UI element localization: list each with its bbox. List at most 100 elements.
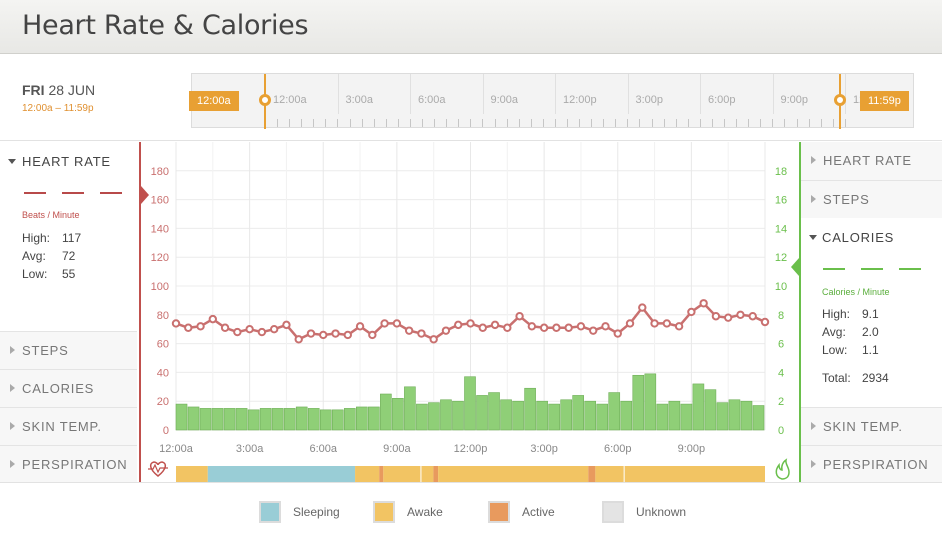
calories-bar[interactable] <box>464 376 476 431</box>
calories-bar[interactable] <box>728 399 741 431</box>
calories-bar[interactable] <box>500 399 512 431</box>
heart-rate-point[interactable] <box>760 317 770 327</box>
heart-rate-point[interactable] <box>625 319 635 328</box>
calories-bar[interactable] <box>259 408 272 431</box>
right-nav-skin-temp[interactable]: SKIN TEMP. <box>801 407 942 445</box>
calories-bar[interactable] <box>356 406 368 431</box>
left-nav-perspiration[interactable]: PERSPIRATION <box>0 445 137 483</box>
calories-bar[interactable] <box>656 403 669 431</box>
calories-bar[interactable] <box>271 408 284 431</box>
calories-bar[interactable] <box>740 400 753 431</box>
calories-bar[interactable] <box>331 409 344 431</box>
calories-bar[interactable] <box>223 408 236 431</box>
heart-rate-point[interactable] <box>564 323 573 332</box>
heart-rate-point[interactable] <box>552 323 561 332</box>
heart-rate-point[interactable] <box>711 312 721 321</box>
calories-bar[interactable] <box>752 405 765 431</box>
heart-rate-point[interactable] <box>233 327 242 337</box>
calories-bar[interactable] <box>524 387 536 431</box>
calories-bar[interactable] <box>428 402 440 431</box>
calories-bar[interactable] <box>488 392 500 431</box>
heart-rate-point[interactable] <box>454 320 463 330</box>
heart-rate-point[interactable] <box>417 329 426 338</box>
heart-rate-point[interactable] <box>527 322 537 331</box>
calories-bar[interactable] <box>668 400 681 431</box>
heart-rate-point[interactable] <box>343 330 352 340</box>
heart-rate-point[interactable] <box>380 319 389 328</box>
heart-rate-point[interactable] <box>478 323 487 332</box>
range-start-flag[interactable]: 12:00a <box>189 91 239 111</box>
heart-rate-point[interactable] <box>171 319 181 328</box>
heart-rate-point[interactable] <box>748 312 757 321</box>
heart-rate-point[interactable] <box>441 326 451 335</box>
calories-bar[interactable] <box>608 392 621 431</box>
heart-rate-point[interactable] <box>269 325 279 334</box>
heart-rate-point[interactable] <box>589 326 598 335</box>
heart-rate-point[interactable] <box>662 319 672 328</box>
right-nav-heart-rate[interactable]: HEART RATE <box>801 142 942 180</box>
calories-bar[interactable] <box>283 408 296 431</box>
calories-bar[interactable] <box>247 409 260 431</box>
left-active-title[interactable]: HEART RATE <box>22 154 111 169</box>
calories-bar[interactable] <box>368 406 380 431</box>
calories-bar[interactable] <box>307 408 320 431</box>
calories-bar[interactable] <box>632 374 645 431</box>
heart-rate-point[interactable] <box>429 335 438 344</box>
calories-bar[interactable] <box>572 395 584 431</box>
heart-rate-point[interactable] <box>638 303 647 312</box>
calories-bar[interactable] <box>295 406 308 431</box>
left-nav-steps[interactable]: STEPS <box>0 331 137 369</box>
heart-rate-point[interactable] <box>257 327 267 337</box>
heart-rate-point[interactable] <box>331 329 340 338</box>
range-start-handle-knob[interactable] <box>259 94 271 106</box>
heart-rate-point[interactable] <box>368 330 377 340</box>
heart-rate-point[interactable] <box>539 323 549 332</box>
heart-rate-point[interactable] <box>650 319 659 328</box>
calories-bar[interactable] <box>596 403 609 431</box>
calories-bar[interactable] <box>644 373 657 431</box>
heart-rate-point[interactable] <box>515 312 524 321</box>
heart-rate-point[interactable] <box>245 325 254 334</box>
calories-bar[interactable] <box>692 383 705 431</box>
calories-bar[interactable] <box>704 389 717 431</box>
calories-bar[interactable] <box>380 393 392 431</box>
heart-rate-point[interactable] <box>220 323 230 332</box>
calories-bar[interactable] <box>392 398 404 431</box>
heart-rate-point[interactable] <box>282 320 291 330</box>
heart-rate-point[interactable] <box>306 329 316 338</box>
calories-bar[interactable] <box>476 395 488 431</box>
calories-bar[interactable] <box>187 406 200 431</box>
heart-rate-point[interactable] <box>319 330 328 340</box>
range-end-flag[interactable]: 11:59p <box>860 91 909 111</box>
calories-bar[interactable] <box>716 402 729 431</box>
calories-bar[interactable] <box>548 403 560 431</box>
calories-bar[interactable] <box>319 409 332 431</box>
calories-bar[interactable] <box>404 386 416 431</box>
right-nav-perspiration[interactable]: PERSPIRATION <box>801 445 942 483</box>
calories-bar[interactable] <box>343 408 356 431</box>
heart-rate-point[interactable] <box>294 335 303 344</box>
heart-rate-point[interactable] <box>404 326 414 335</box>
heart-rate-point[interactable] <box>576 322 586 331</box>
heart-rate-point[interactable] <box>503 323 512 332</box>
calories-bar[interactable] <box>211 408 224 431</box>
calories-bar[interactable] <box>680 403 693 431</box>
heart-rate-point[interactable] <box>184 323 193 332</box>
heart-rate-point[interactable] <box>490 320 500 330</box>
heart-rate-point[interactable] <box>736 310 745 320</box>
calories-bar[interactable] <box>416 403 428 431</box>
heart-rate-calories-chart[interactable]: 0 20 40 60 80 100 120 140 160 180 0 2 4 6 8 10 12 14 16 18 1… <box>139 142 801 482</box>
calories-bar[interactable] <box>560 399 572 431</box>
left-nav-skin-temp[interactable]: SKIN TEMP. <box>0 407 137 445</box>
left-nav-calories[interactable]: CALORIES <box>0 369 137 407</box>
heart-rate-point[interactable] <box>687 307 696 317</box>
calories-bar[interactable] <box>620 400 633 431</box>
calories-bar[interactable] <box>512 400 524 431</box>
heart-rate-point[interactable] <box>723 313 733 322</box>
heart-rate-point[interactable] <box>196 322 205 331</box>
calories-bar[interactable] <box>440 399 452 431</box>
heart-rate-point[interactable] <box>355 322 365 331</box>
timeline-scrubber[interactable]: 12:00a 3:00a 6:00a 9:00a 12:00p 3:00p 6:00p 9:0… <box>189 73 914 129</box>
range-end-handle-knob[interactable] <box>834 94 846 106</box>
heart-rate-point[interactable] <box>466 319 475 328</box>
